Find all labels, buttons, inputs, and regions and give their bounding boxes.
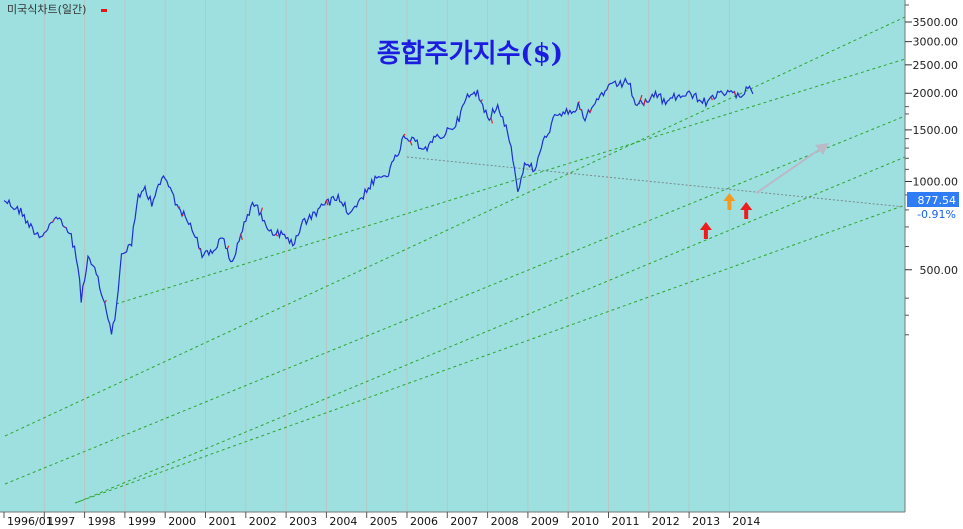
price-down-segment [589, 108, 593, 113]
price-down-segment [178, 206, 181, 209]
projection-arrow-line [755, 146, 824, 194]
price-down-segment [710, 96, 713, 101]
price-down-segment [480, 99, 483, 103]
up-arrow-icon [723, 193, 736, 210]
x-tick-label: 2011 [612, 515, 640, 528]
price-down-segment [226, 245, 230, 249]
trend-lines [4, 16, 906, 504]
price-down-segment [104, 299, 107, 304]
x-tick-label: 2000 [168, 515, 196, 528]
projection-arrow-icon [815, 143, 829, 155]
price-down-segment [733, 91, 737, 97]
price-down-segment [403, 133, 406, 137]
channel-line [74, 204, 906, 504]
y-tick-label: 2000.00 [913, 87, 959, 100]
y-axis: 3500.00 3000.00 2500.00 2000.00 1500.00 1000.… [904, 0, 959, 512]
resistance-line [406, 156, 906, 208]
price-down-segment [198, 247, 201, 251]
price-down-segment [639, 94, 643, 100]
x-tick-label: 2013 [692, 515, 720, 528]
plot-area[interactable] [0, 0, 905, 512]
channel-line [77, 156, 906, 503]
up-arrow-icon [699, 222, 712, 239]
y-tick-label: 2500.00 [913, 59, 959, 72]
price-down-segment [260, 207, 263, 213]
price-down-segment [240, 233, 243, 241]
x-tick-label: 2005 [370, 515, 398, 528]
title-marker-icon [101, 9, 107, 12]
y-tick-label: 3500.00 [913, 16, 959, 29]
y-tick-label: 1500.00 [913, 124, 959, 137]
x-tick-label: 2008 [491, 515, 519, 528]
gridlines [43, 0, 730, 512]
x-tick-label: 2009 [531, 515, 559, 528]
chart-title: 종합주가지수($) [377, 39, 563, 69]
price-down-segment [64, 226, 67, 229]
x-tick-label: 1998 [88, 515, 116, 528]
x-tick-label: 2006 [410, 515, 438, 528]
x-tick-label: 2007 [450, 515, 478, 528]
price-down-segment [52, 218, 55, 223]
x-tick-label: 2014 [732, 515, 760, 528]
last-value-label: 877.54 [918, 194, 957, 207]
y-tick-label: 500.00 [920, 264, 959, 277]
x-tick-label: 2003 [289, 515, 317, 528]
price-down-segment [409, 141, 413, 146]
window-title: 미국식차트(일간) [7, 2, 86, 16]
price-down-segment [579, 108, 582, 111]
y-tick-label: 1000.00 [913, 176, 959, 189]
channel-line [4, 115, 906, 485]
last-value-badge [907, 192, 959, 207]
x-tick-label: 1999 [128, 515, 156, 528]
series-layer [3, 77, 754, 335]
price-series-line [3, 77, 754, 335]
y-tick-label: 3000.00 [913, 36, 959, 49]
x-tick-label: 2010 [571, 515, 599, 528]
price-down-segment [275, 233, 279, 237]
x-tick-label: 2004 [329, 515, 357, 528]
price-down-segment [181, 214, 184, 217]
price-down-segment [325, 200, 329, 206]
x-tick-label: 2002 [249, 515, 277, 528]
up-arrow-icon [740, 202, 753, 219]
annotations [699, 143, 829, 239]
x-tick-label: 1997 [47, 515, 75, 528]
x-tick-label: 1996/01 [7, 515, 53, 528]
x-tick-label: 2001 [209, 515, 237, 528]
price-down-segment [643, 99, 646, 106]
x-tick-label: 2012 [652, 515, 680, 528]
change-percent-label: -0.91% [917, 208, 956, 221]
price-down-segment [490, 117, 494, 124]
